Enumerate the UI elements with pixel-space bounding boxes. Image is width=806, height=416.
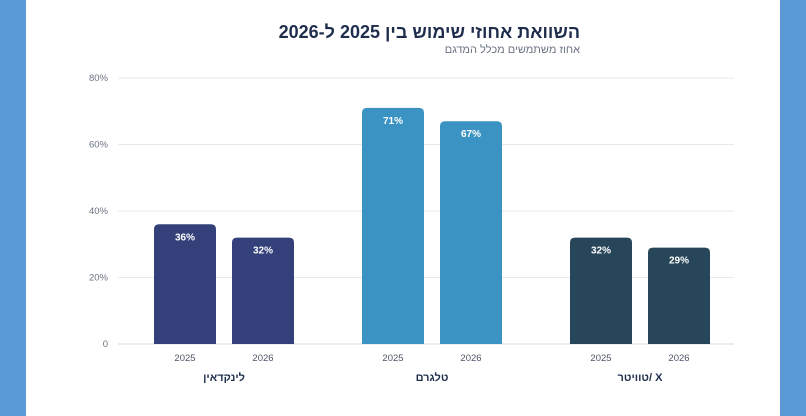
y-tick-label: 20% [89, 273, 109, 284]
chart-title: השוואת אחוזי שימוש בין 2025 ל-2026 [278, 22, 580, 42]
x-tick-label: 2026 [252, 353, 273, 364]
chart-subtitle: אחוז משתמשים מכלל המדגם [444, 44, 580, 56]
x-tick-label: 2025 [174, 353, 195, 364]
bar [648, 247, 710, 344]
category-label: טלגרם [416, 371, 449, 384]
data-label: 32% [591, 246, 611, 257]
data-label: 32% [253, 246, 273, 257]
data-label: 71% [383, 116, 403, 127]
bar [154, 224, 216, 344]
category-label: לינקדאין [203, 371, 245, 384]
category-label: X /טוויטר [618, 372, 664, 384]
bar [440, 121, 502, 344]
x-tick-label: 2026 [460, 353, 481, 364]
y-tick-label: 80% [89, 73, 109, 84]
chart-card: השוואת אחוזי שימוש בין 2025 ל-2026 אחוז … [26, 0, 780, 416]
x-tick-label: 2026 [668, 353, 689, 364]
data-label: 29% [669, 256, 689, 267]
x-tick-label: 2025 [382, 353, 403, 364]
data-label: 36% [175, 232, 195, 243]
y-tick-label: 0 [103, 339, 108, 350]
bar [362, 107, 424, 344]
data-label: 67% [461, 129, 481, 140]
bar [570, 237, 632, 344]
bar-chart: 0 20% 40% 60% 80% 36% 2025 32% 2026 לינקדאין 71% 20… [89, 73, 734, 384]
y-tick-label: 40% [89, 206, 109, 217]
x-tick-label: 2025 [590, 353, 611, 364]
y-tick-label: 60% [89, 140, 109, 151]
bar [232, 237, 294, 344]
